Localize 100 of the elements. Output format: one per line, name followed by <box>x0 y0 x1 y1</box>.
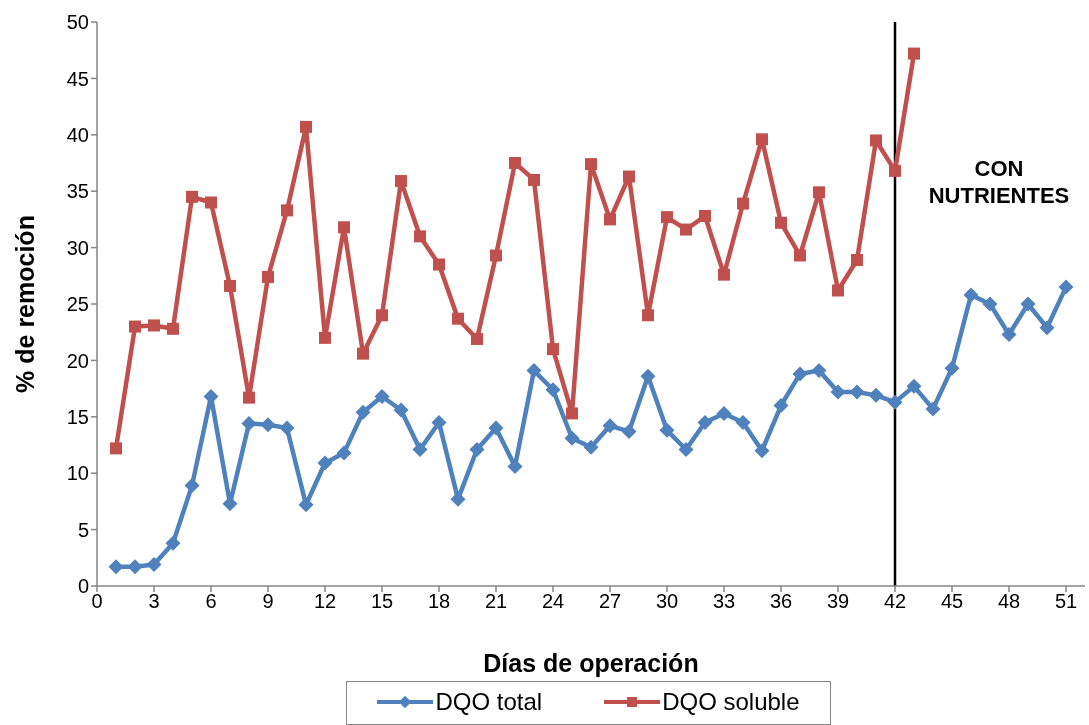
point <box>889 164 901 177</box>
point <box>678 442 694 458</box>
y-tick-label: 25 <box>66 293 89 316</box>
point <box>317 455 333 471</box>
y-tick-label: 35 <box>66 180 89 203</box>
point <box>129 320 141 333</box>
x-tick-label: 0 <box>91 590 103 613</box>
y-tick-label: 5 <box>77 518 89 541</box>
point <box>775 216 787 229</box>
point <box>338 221 350 234</box>
point <box>1058 279 1074 295</box>
point <box>602 418 618 434</box>
x-tick-label: 15 <box>370 590 394 613</box>
x-tick-label: 51 <box>1054 590 1078 613</box>
point <box>849 384 865 400</box>
point <box>108 559 124 575</box>
point <box>982 296 998 312</box>
point <box>319 331 331 344</box>
point <box>469 442 485 458</box>
point <box>851 254 863 267</box>
point <box>488 420 504 436</box>
point <box>623 170 635 183</box>
point <box>165 535 181 551</box>
point <box>281 204 293 217</box>
point <box>716 405 732 421</box>
point <box>184 478 200 494</box>
point <box>925 401 941 417</box>
point <box>528 173 540 186</box>
y-tick-label: 15 <box>66 405 89 428</box>
point <box>452 312 464 325</box>
y-tick-label: 10 <box>66 462 89 485</box>
point <box>583 439 599 455</box>
point <box>167 322 179 335</box>
point <box>737 197 749 210</box>
x-tick-label: 9 <box>262 590 274 613</box>
point <box>146 557 162 573</box>
point <box>680 223 692 236</box>
point <box>127 559 143 575</box>
y-tick-label: 20 <box>66 349 89 372</box>
point <box>754 443 770 459</box>
point <box>431 414 447 430</box>
point <box>1039 320 1055 336</box>
point <box>830 384 846 400</box>
point <box>963 287 979 303</box>
point <box>186 190 198 203</box>
point <box>393 402 409 418</box>
y-tick-label: 0 <box>77 575 89 598</box>
x-tick-label: 24 <box>541 590 565 613</box>
x-tick-label: 12 <box>313 590 337 613</box>
point <box>412 442 428 458</box>
point <box>547 343 559 356</box>
point <box>262 270 274 283</box>
point <box>832 284 844 297</box>
point <box>813 186 825 199</box>
point <box>433 258 445 271</box>
x-tick-label: 27 <box>598 590 622 613</box>
point <box>490 249 502 262</box>
point <box>756 133 768 146</box>
x-tick-label: 21 <box>484 590 508 613</box>
point <box>243 391 255 404</box>
x-tick-label: 48 <box>997 590 1021 613</box>
legend-label: DQO total <box>435 688 543 716</box>
x-tick-label: 30 <box>655 590 679 613</box>
point <box>794 249 806 262</box>
point <box>224 279 236 292</box>
point <box>509 157 521 169</box>
point <box>868 387 884 403</box>
x-tick-label: 42 <box>883 590 907 613</box>
point <box>661 211 673 224</box>
y-tick-label: 45 <box>66 67 89 90</box>
point <box>659 422 675 438</box>
x-tick-label: 18 <box>427 590 451 613</box>
point <box>621 423 637 439</box>
point <box>1001 326 1017 342</box>
point <box>811 363 827 379</box>
point <box>870 134 882 147</box>
point <box>260 417 276 433</box>
point <box>545 382 561 398</box>
x-tick-label: 33 <box>712 590 736 613</box>
point <box>414 230 426 243</box>
point <box>585 158 597 171</box>
point <box>355 404 371 420</box>
point <box>642 309 654 322</box>
point <box>699 210 711 223</box>
ref-line-label: CON NUTRIENTES <box>928 156 1070 208</box>
point <box>336 445 352 461</box>
point <box>718 268 730 281</box>
point <box>395 175 407 188</box>
point <box>298 497 314 513</box>
x-tick-label: 36 <box>769 590 793 613</box>
y-tick-label: 40 <box>66 123 89 146</box>
point <box>566 407 578 420</box>
point <box>110 442 122 455</box>
point <box>376 309 388 322</box>
point <box>640 368 656 384</box>
point <box>526 363 542 379</box>
point <box>697 414 713 430</box>
point <box>148 319 160 332</box>
point <box>357 347 369 360</box>
x-tick-label: 45 <box>940 590 964 613</box>
